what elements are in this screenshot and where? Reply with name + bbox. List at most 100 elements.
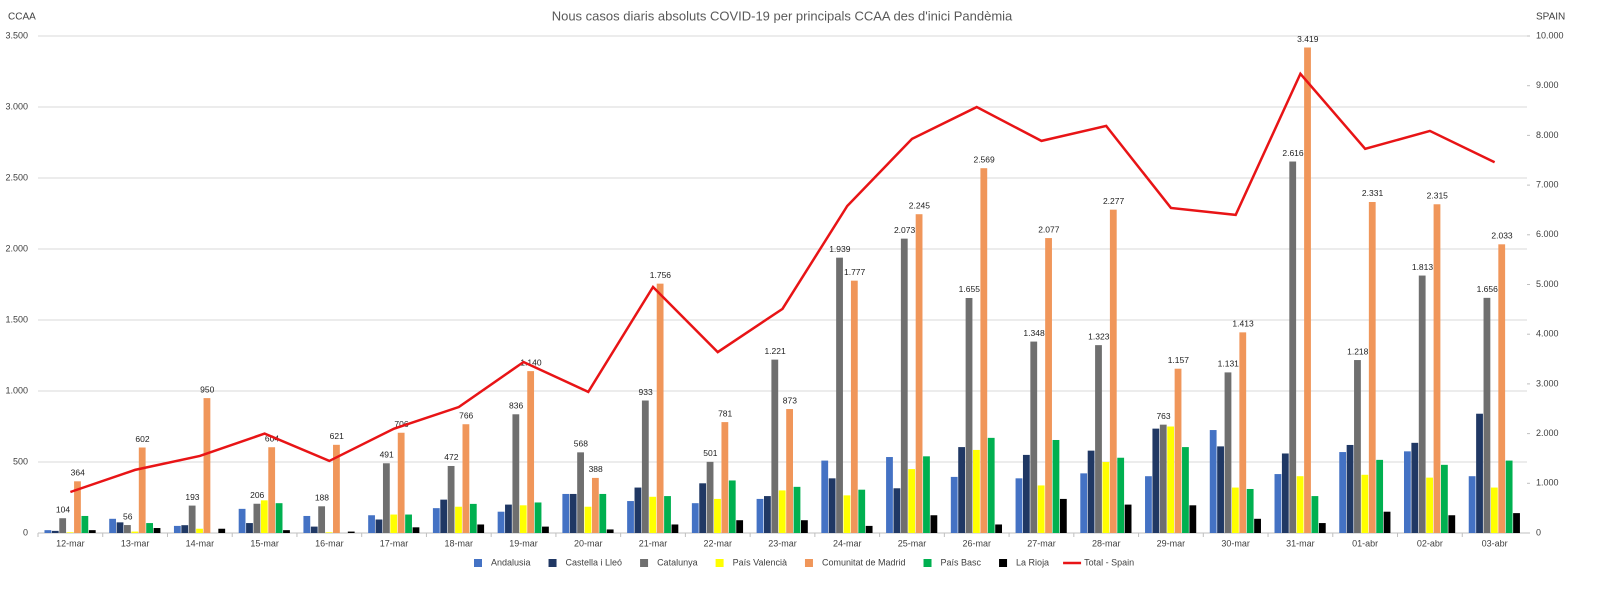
y-tick-label: 0 — [23, 527, 28, 537]
data-label: 501 — [703, 448, 717, 458]
bar — [203, 398, 211, 533]
bar — [196, 528, 203, 533]
bar — [260, 500, 268, 533]
bar — [375, 519, 383, 533]
bar — [778, 490, 786, 533]
x-tick-label: 12-mar — [56, 538, 85, 548]
bar — [303, 515, 311, 533]
bar — [534, 502, 542, 533]
legend-label: País Basc — [941, 557, 982, 567]
bar — [599, 493, 607, 533]
bar — [1281, 453, 1289, 533]
x-tick-label: 24-mar — [833, 538, 862, 548]
bar — [1109, 209, 1117, 533]
bar — [764, 496, 771, 533]
bar — [634, 487, 642, 533]
bar — [462, 424, 470, 533]
bar — [865, 525, 873, 533]
bar — [1296, 476, 1304, 533]
bar — [1037, 485, 1045, 533]
bar — [188, 505, 196, 533]
bar — [131, 531, 139, 533]
y-tick-label: 3.500 — [5, 30, 28, 40]
bar — [1289, 161, 1297, 533]
y2-tick-label: 8.000 — [1536, 130, 1559, 140]
bar — [664, 496, 671, 533]
bar — [268, 447, 276, 533]
bar — [699, 483, 707, 533]
bar — [1468, 476, 1476, 533]
bar — [1059, 498, 1067, 533]
bar — [512, 414, 520, 533]
bar — [347, 531, 355, 533]
bar — [519, 505, 527, 533]
bar — [173, 525, 181, 533]
bar — [390, 514, 398, 533]
bar — [116, 522, 124, 533]
bar — [477, 524, 485, 533]
line-series — [69, 71, 1496, 494]
bar — [843, 495, 851, 533]
data-label: 472 — [444, 452, 458, 462]
data-label: 1.157 — [1168, 355, 1190, 365]
bar — [584, 506, 592, 533]
bar — [1152, 428, 1160, 533]
data-label: 1.221 — [764, 346, 786, 356]
bar — [1030, 341, 1038, 533]
y2-tick-label: 2.000 — [1536, 428, 1559, 438]
bar — [405, 514, 412, 533]
data-label: 2.616 — [1282, 148, 1304, 158]
bar — [1505, 460, 1513, 533]
bar — [1318, 523, 1326, 533]
bar — [88, 530, 96, 533]
bar — [1448, 515, 1456, 533]
bar — [440, 499, 448, 533]
bar — [691, 503, 699, 533]
bar — [915, 214, 923, 533]
bar — [930, 515, 938, 533]
bar — [44, 530, 52, 533]
bar — [1182, 447, 1189, 533]
x-tick-label: 01-abr — [1352, 538, 1378, 548]
bar — [908, 469, 916, 533]
bar — [706, 461, 714, 533]
data-label: 933 — [639, 387, 653, 397]
bar — [318, 506, 326, 533]
y2-tick-label: 10.000 — [1536, 30, 1564, 40]
bar — [138, 447, 146, 533]
bar — [923, 456, 930, 533]
bar — [671, 524, 679, 533]
bar — [253, 503, 261, 533]
x-tick-label: 14-mar — [186, 538, 215, 548]
bar — [153, 528, 161, 533]
bar — [728, 480, 736, 533]
bar — [1174, 368, 1182, 533]
bar — [527, 371, 535, 533]
data-label: 188 — [315, 493, 329, 503]
bar — [1403, 451, 1411, 533]
bar — [1189, 505, 1197, 533]
data-label: 1.939 — [829, 244, 851, 254]
x-tick-label: 15-mar — [250, 538, 279, 548]
bar — [1080, 473, 1088, 533]
data-label: 206 — [250, 490, 264, 500]
bar — [771, 359, 779, 533]
data-label: 1.140 — [520, 357, 542, 367]
bar — [1124, 504, 1132, 533]
y-tick-label: 500 — [13, 456, 28, 466]
bar — [987, 437, 995, 533]
data-label: 2.033 — [1491, 231, 1513, 241]
x-tick-label: 29-mar — [1157, 538, 1186, 548]
bar — [736, 520, 744, 533]
bar — [109, 518, 117, 533]
data-label: 602 — [135, 434, 149, 444]
data-label: 364 — [71, 468, 85, 478]
legend-label: Comunitat de Madrid — [822, 557, 906, 567]
bar — [412, 527, 420, 533]
legend-label: Catalunya — [657, 557, 698, 567]
bar — [1209, 430, 1217, 533]
bar — [606, 529, 614, 533]
bar — [821, 460, 829, 533]
bar — [649, 496, 657, 533]
